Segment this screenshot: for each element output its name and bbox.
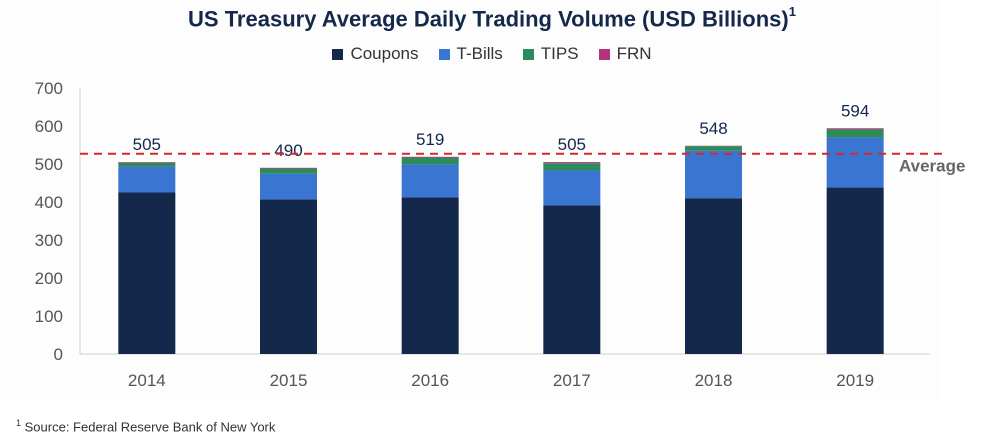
- legend-swatch-coupons: [332, 48, 344, 60]
- bar-coupons-2016: [401, 197, 459, 354]
- bar-total-label-2015: 490: [274, 141, 302, 160]
- bar-t-bills-2017: [543, 170, 601, 206]
- y-tick-label: 500: [35, 155, 63, 174]
- x-tick-label-2018: 2018: [695, 371, 733, 390]
- legend-item-coupons: Coupons: [332, 44, 419, 64]
- bar-tips-2019: [826, 129, 884, 138]
- legend-item-tips: TIPS: [522, 44, 579, 64]
- bar-total-label-2017: 505: [558, 135, 586, 154]
- bar-tips-2018: [685, 146, 742, 151]
- legend-swatch-tips: [522, 48, 534, 60]
- bar-tips-2014: [118, 162, 176, 167]
- bar-t-bills-2014: [118, 166, 176, 193]
- bar-tips-2016: [401, 157, 459, 165]
- legend-item-t-bills: T-Bills: [438, 44, 503, 64]
- bar-coupons-2018: [685, 198, 742, 354]
- bar-frn-2015: [260, 167, 317, 169]
- legend-label-tips: TIPS: [540, 44, 579, 63]
- bar-frn-2017: [543, 162, 601, 164]
- bar-coupons-2019: [826, 187, 884, 354]
- chart-title: US Treasury Average Daily Trading Volume…: [188, 4, 796, 32]
- x-tick-label-2016: 2016: [411, 371, 449, 390]
- y-tick-label: 600: [35, 117, 63, 136]
- bar-total-label-2019: 594: [841, 101, 869, 120]
- y-tick-label: 700: [35, 79, 63, 98]
- y-tick-label: 200: [35, 269, 63, 288]
- bar-total-label-2016: 519: [416, 130, 444, 149]
- bar-frn-2019: [826, 128, 884, 130]
- bar-frn-2016: [401, 156, 459, 158]
- y-tick-label: 100: [35, 307, 63, 326]
- legend: Coupons T-Bills TIPS FRN: [0, 44, 984, 64]
- legend-item-frn: FRN: [598, 44, 652, 64]
- bar-tips-2017: [543, 163, 601, 171]
- bar-frn-2014: [118, 162, 176, 163]
- x-tick-label-2014: 2014: [128, 371, 166, 390]
- bar-coupons-2017: [543, 205, 601, 354]
- bar-tips-2015: [260, 168, 317, 174]
- x-tick-label-2017: 2017: [553, 371, 591, 390]
- legend-label-coupons: Coupons: [350, 44, 419, 63]
- source-note: 1 Source: Federal Reserve Bank of New Yo…: [16, 418, 276, 435]
- y-tick-label: 400: [35, 193, 63, 212]
- bar-coupons-2015: [260, 199, 317, 354]
- bar-t-bills-2019: [826, 137, 884, 188]
- bar-t-bills-2018: [685, 150, 742, 199]
- y-tick-label: 0: [54, 345, 63, 364]
- x-tick-label-2015: 2015: [270, 371, 308, 390]
- bar-total-label-2014: 505: [133, 135, 161, 154]
- legend-swatch-t-bills: [438, 48, 450, 60]
- x-tick-label-2019: 2019: [836, 371, 874, 390]
- legend-label-frn: FRN: [616, 44, 652, 63]
- average-label: Average: [899, 157, 965, 176]
- y-tick-label: 300: [35, 231, 63, 250]
- bar-t-bills-2016: [401, 164, 459, 198]
- bar-coupons-2014: [118, 192, 176, 354]
- legend-label-t-bills: T-Bills: [456, 44, 503, 63]
- bar-total-label-2018: 548: [699, 119, 727, 138]
- bar-t-bills-2015: [260, 173, 317, 200]
- legend-swatch-frn: [598, 48, 610, 60]
